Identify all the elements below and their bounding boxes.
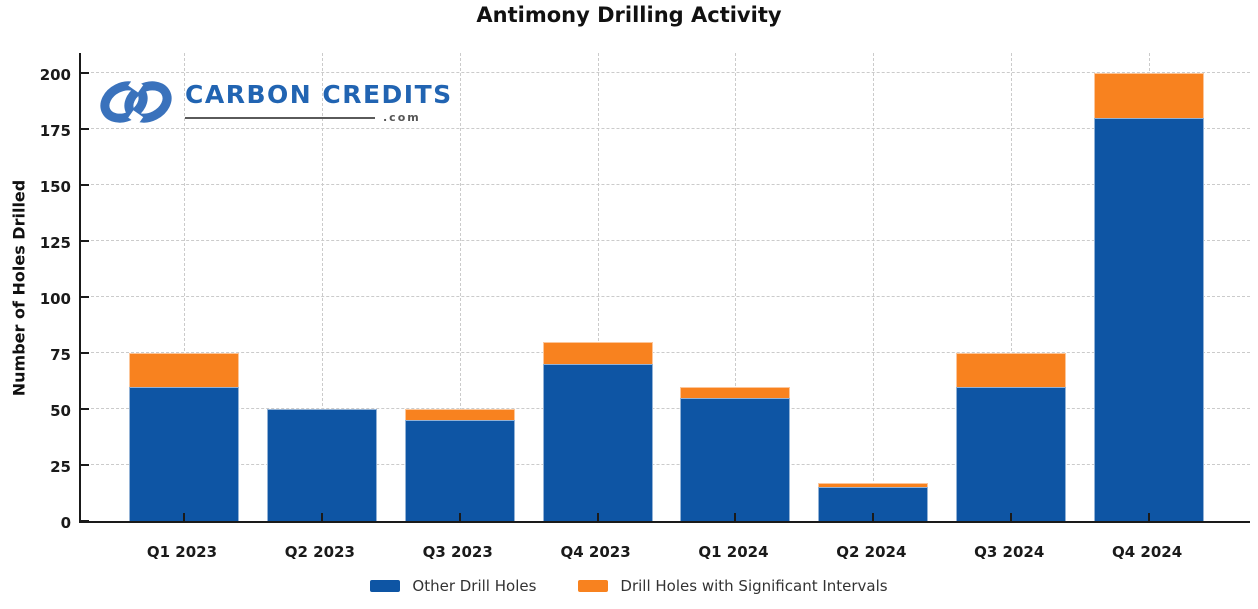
y-tick-label-175: 175: [39, 122, 71, 141]
legend: Other Drill Holes Drill Holes with Signif…: [0, 577, 1258, 595]
bar-q2-2023: [266, 409, 377, 521]
x-tick-mark-q4-2023: [596, 513, 599, 521]
gridline-y-200: [81, 72, 1250, 74]
y-tick-label-75: 75: [50, 346, 71, 365]
legend-swatch-other-drill-holes: [370, 580, 401, 592]
x-tick-mark-q2-2023: [320, 513, 323, 521]
logo-rule-row: .com: [185, 111, 453, 124]
y-tick-label-100: 100: [39, 290, 71, 309]
bar-q3-2024: [956, 353, 1067, 521]
gridline-y-125: [81, 240, 1250, 242]
gridline-x-q3-2024: [1011, 53, 1013, 521]
bar-segment-drill-holes-with-significant-intervals-q1-2024: [680, 386, 791, 398]
y-tick-label-0: 0: [60, 514, 71, 532]
gridline-y-50: [81, 408, 1250, 410]
bar-segment-other-drill-holes-q4-2024: [1094, 118, 1205, 521]
bar-segment-other-drill-holes-q3-2023: [404, 420, 515, 521]
y-tick-mark-175: [81, 128, 89, 131]
logo-domain-text: .com: [383, 111, 421, 124]
y-tick-mark-0: [81, 520, 89, 522]
bar-segment-drill-holes-with-significant-intervals-q3-2023: [404, 409, 515, 421]
legend-label-drill-holes-with-significant-intervals: Drill Holes with Significant Intervals: [620, 577, 888, 595]
bar-q4-2024: [1094, 73, 1205, 521]
x-tick-label-q3-2023: Q3 2023: [422, 543, 493, 561]
bar-q1-2023: [128, 353, 239, 521]
gridline-x-q2-2024: [873, 53, 875, 521]
logo-brand-text: CARBON CREDITS: [185, 80, 453, 109]
y-tick-label-150: 150: [39, 178, 71, 197]
legend-item-drill-holes-with-significant-intervals: Drill Holes with Significant Intervals: [578, 577, 888, 595]
gridline-y-175: [81, 128, 1250, 130]
bar-segment-other-drill-holes-q2-2023: [266, 409, 377, 521]
y-tick-mark-125: [81, 240, 89, 243]
y-tick-mark-100: [81, 296, 89, 299]
y-tick-label-50: 50: [50, 402, 71, 421]
bar-segment-other-drill-holes-q3-2024: [956, 386, 1067, 521]
chart-title: Antimony Drilling Activity: [476, 3, 782, 27]
x-tick-mark-q3-2024: [1010, 513, 1013, 521]
y-tick-mark-75: [81, 352, 89, 355]
x-tick-label-q4-2023: Q4 2023: [560, 543, 631, 561]
y-tick-mark-200: [81, 72, 89, 75]
bar-q3-2023: [404, 409, 515, 521]
x-tick-label-q1-2023: Q1 2023: [146, 543, 218, 561]
x-tick-mark-q3-2023: [458, 513, 461, 521]
bar-segment-drill-holes-with-significant-intervals-q4-2023: [542, 341, 653, 365]
y-tick-label-200: 200: [39, 66, 71, 85]
gridline-x-q1-2023: [183, 53, 185, 521]
x-tick-mark-q1-2023: [182, 513, 185, 521]
gridline-y-75: [81, 352, 1250, 354]
bar-segment-drill-holes-with-significant-intervals-q1-2023: [128, 353, 239, 387]
bar-segment-drill-holes-with-significant-intervals-q2-2024: [818, 482, 929, 488]
y-tick-mark-25: [81, 464, 89, 467]
gridline-y-150: [81, 184, 1250, 186]
x-tick-label-q2-2023: Q2 2023: [284, 543, 355, 561]
gridline-x-q2-2023: [321, 53, 323, 521]
x-tick-mark-q4-2024: [1148, 513, 1151, 521]
bar-segment-other-drill-holes-q1-2024: [680, 397, 791, 521]
legend-swatch-drill-holes-with-significant-intervals: [578, 580, 609, 592]
y-tick-mark-150: [81, 184, 89, 187]
x-tick-label-q2-2024: Q2 2024: [836, 543, 907, 561]
bar-q1-2024: [680, 386, 791, 521]
bar-segment-drill-holes-with-significant-intervals-q4-2024: [1094, 73, 1205, 119]
legend-item-other-drill-holes: Other Drill Holes: [370, 577, 536, 595]
gridline-x-q3-2023: [459, 53, 461, 521]
gridline-y-25: [81, 464, 1250, 466]
bar-segment-other-drill-holes-q1-2023: [128, 386, 239, 521]
legend-label-other-drill-holes: Other Drill Holes: [412, 577, 537, 595]
x-tick-label-q3-2024: Q3 2024: [974, 543, 1045, 561]
plot-area: CARBON CREDITS .com: [79, 53, 1250, 523]
gridline-y-100: [81, 296, 1250, 298]
gridline-x-q1-2024: [735, 53, 737, 521]
x-tick-mark-q2-2024: [872, 513, 875, 521]
x-tick-label-q1-2024: Q1 2024: [698, 543, 769, 561]
bar-q4-2023: [542, 341, 653, 521]
x-tick-label-q4-2024: Q4 2024: [1111, 543, 1183, 561]
bar-segment-other-drill-holes-q4-2023: [542, 364, 653, 521]
gridline-x-q4-2023: [597, 53, 599, 521]
x-tick-mark-q1-2024: [734, 513, 737, 521]
carbon-credits-logo: CARBON CREDITS .com: [97, 73, 453, 131]
y-tick-mark-50: [81, 408, 89, 411]
logo-underline: [185, 116, 375, 119]
y-tick-label-125: 125: [39, 234, 71, 253]
logo-text-block: CARBON CREDITS .com: [185, 80, 453, 124]
bar-segment-drill-holes-with-significant-intervals-q3-2024: [956, 353, 1067, 387]
interlocking-loops-icon: [100, 78, 172, 125]
y-tick-label-25: 25: [50, 458, 71, 477]
